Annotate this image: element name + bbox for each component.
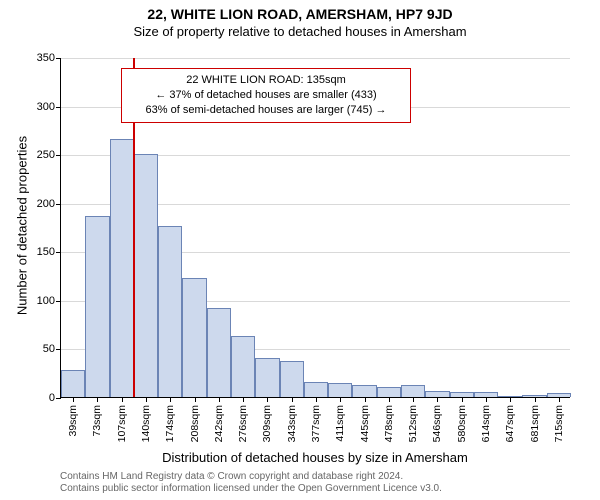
chart-title-1: 22, WHITE LION ROAD, AMERSHAM, HP7 9JD bbox=[0, 0, 600, 22]
xtick-label: 546sqm bbox=[431, 397, 443, 442]
histogram-bar bbox=[377, 387, 401, 397]
xtick-label: 276sqm bbox=[237, 397, 249, 442]
ytick-label: 50 bbox=[43, 343, 61, 355]
y-axis-label: Number of detached properties bbox=[15, 126, 30, 326]
plot-area: 05010015020025030035039sqm73sqm107sqm140… bbox=[60, 58, 570, 398]
xtick-label: 614sqm bbox=[480, 397, 492, 442]
histogram-bar bbox=[207, 308, 231, 397]
histogram-bar bbox=[231, 336, 255, 397]
xtick-label: 174sqm bbox=[164, 397, 176, 442]
histogram-bar bbox=[61, 370, 85, 397]
histogram-bar bbox=[328, 383, 352, 397]
xtick-label: 107sqm bbox=[116, 397, 128, 442]
footer-line-2: Contains public sector information licen… bbox=[60, 483, 442, 494]
info-box-line: ← 37% of detached houses are smaller (43… bbox=[130, 88, 402, 103]
histogram-bar bbox=[158, 226, 182, 397]
histogram-bar bbox=[255, 358, 279, 397]
histogram-bar bbox=[182, 278, 206, 397]
footer-line-1: Contains HM Land Registry data © Crown c… bbox=[60, 471, 403, 482]
chart-title-2: Size of property relative to detached ho… bbox=[0, 22, 600, 39]
info-box-line: 63% of semi-detached houses are larger (… bbox=[130, 103, 402, 118]
xtick-label: 343sqm bbox=[286, 397, 298, 442]
xtick-label: 309sqm bbox=[261, 397, 273, 442]
ytick-label: 350 bbox=[37, 52, 61, 64]
histogram-bar bbox=[134, 154, 158, 397]
xtick-label: 39sqm bbox=[67, 397, 79, 437]
xtick-label: 715sqm bbox=[553, 397, 565, 442]
xtick-label: 478sqm bbox=[383, 397, 395, 442]
histogram-bar bbox=[352, 385, 376, 397]
ytick-label: 200 bbox=[37, 198, 61, 210]
xtick-label: 377sqm bbox=[310, 397, 322, 442]
xtick-label: 681sqm bbox=[529, 397, 541, 442]
xtick-label: 411sqm bbox=[334, 397, 346, 442]
xtick-label: 512sqm bbox=[407, 397, 419, 442]
xtick-label: 445sqm bbox=[359, 397, 371, 442]
info-box: 22 WHITE LION ROAD: 135sqm← 37% of detac… bbox=[121, 68, 411, 123]
histogram-bar bbox=[110, 139, 134, 397]
ytick-label: 300 bbox=[37, 101, 61, 113]
histogram-bar bbox=[280, 361, 304, 397]
xtick-label: 73sqm bbox=[91, 397, 103, 437]
xtick-label: 140sqm bbox=[140, 397, 152, 442]
xtick-label: 647sqm bbox=[504, 397, 516, 442]
xtick-label: 242sqm bbox=[213, 397, 225, 442]
ytick-label: 250 bbox=[37, 149, 61, 161]
histogram-bar bbox=[401, 385, 425, 397]
ytick-label: 0 bbox=[49, 392, 61, 404]
xtick-label: 580sqm bbox=[456, 397, 468, 442]
ytick-label: 150 bbox=[37, 246, 61, 258]
xtick-label: 208sqm bbox=[189, 397, 201, 442]
ytick-label: 100 bbox=[37, 295, 61, 307]
x-axis-label: Distribution of detached houses by size … bbox=[60, 450, 570, 465]
histogram-bar bbox=[304, 382, 328, 397]
histogram-bar bbox=[85, 216, 109, 397]
info-box-line: 22 WHITE LION ROAD: 135sqm bbox=[130, 73, 402, 88]
gridline bbox=[61, 58, 570, 59]
